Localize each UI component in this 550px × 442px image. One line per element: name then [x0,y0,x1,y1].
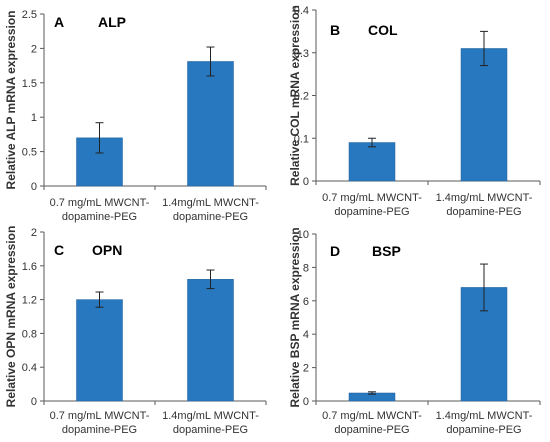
bar [187,279,234,402]
y-tick-label: 2 [31,227,37,239]
y-tick-label: 0.2 [294,91,309,103]
x-category-label: 0.7 mg/mL MWCNT- [50,197,150,209]
x-category-label: 1.4mg/mL MWCNT- [162,410,259,422]
y-tick-label: 10 [297,229,309,241]
chart-panel-b: 0 0.1 0.2 0.3 0.4 0.7 mg/mL MWCNT-dopamine-PE… [288,5,541,218]
bar [187,61,234,187]
chart-panel-c: 0 0.4 0.8 1.2 1.6 2 0.7 mg/mL MWCNT-dopamine-P… [4,226,267,436]
y-tick-label: 6 [303,296,309,308]
y-tick-label: 2 [31,43,37,55]
x-category-label: dopamine-PEG [62,424,137,436]
bar [76,299,123,402]
chart-title: OPN [92,242,122,258]
panel-letter: D [330,243,340,259]
x-category-label: dopamine-PEG [62,211,137,223]
x-category-label: 0.7 mg/mL MWCNT- [322,410,422,422]
y-tick-label: 1 [31,112,37,124]
x-category-label: dopamine-PEG [173,424,248,436]
x-category-label: dopamine-PEG [446,206,521,218]
y-tick-label: 2.5 [22,9,37,21]
chart-panel-d: 0 2 4 6 8 10 0.7 mg/mL MWCNT-dopamine-PEG 1.4mg… [288,227,541,436]
x-category-label: 0.7 mg/mL MWCNT- [322,192,422,204]
panel-letter: C [54,242,64,258]
y-tick-label: 1.6 [22,261,37,273]
y-tick-label: 2 [303,363,309,375]
bar [348,142,396,182]
y-tick-label: 1.2 [22,295,37,307]
y-axis-label: Relative ALP mRNA expression [4,11,18,190]
x-category-label: dopamine-PEG [334,424,409,436]
y-tick-label: 4 [303,329,309,341]
y-axis-label: Relative COL mRNA expression [288,5,302,186]
y-tick-label: 0.4 [22,362,37,374]
y-tick-label: 1.5 [22,78,37,90]
panel-letter: B [330,22,340,38]
panel-letter: A [54,14,64,30]
y-tick-label: 0.8 [22,328,37,340]
x-category-label: 1.4mg/mL MWCNT- [162,197,259,209]
y-axis-label: Relative BSP mRNA expression [288,227,302,407]
y-tick-label: 0 [31,396,37,408]
x-category-label: 1.4mg/mL MWCNT- [436,192,533,204]
y-tick-label: 8 [303,262,309,274]
y-tick-label: 0.5 [22,147,37,159]
y-tick-label: 0.3 [294,48,309,60]
y-tick-label: 0 [303,396,309,408]
y-tick-label: 0.1 [294,133,309,145]
chart-title: ALP [98,14,126,30]
y-tick-label: 0 [303,176,309,188]
x-category-label: dopamine-PEG [446,424,521,436]
chart-title: BSP [372,243,401,259]
y-axis-label: Relative OPN mRNA expression [4,226,18,408]
x-category-label: 1.4mg/mL MWCNT- [436,410,533,422]
bar [460,48,508,182]
y-tick-label: 0 [31,181,37,193]
x-category-label: 0.7 mg/mL MWCNT- [50,410,150,422]
chart-panel-a: 0 0.5 1 1.5 2 2.5 0.7 mg/mL MWCNT-dopamine-PEG… [4,9,267,223]
chart-title: COL [368,22,398,38]
y-tick-label: 0.4 [294,5,309,17]
x-category-label: dopamine-PEG [173,211,248,223]
x-category-label: dopamine-PEG [334,206,409,218]
